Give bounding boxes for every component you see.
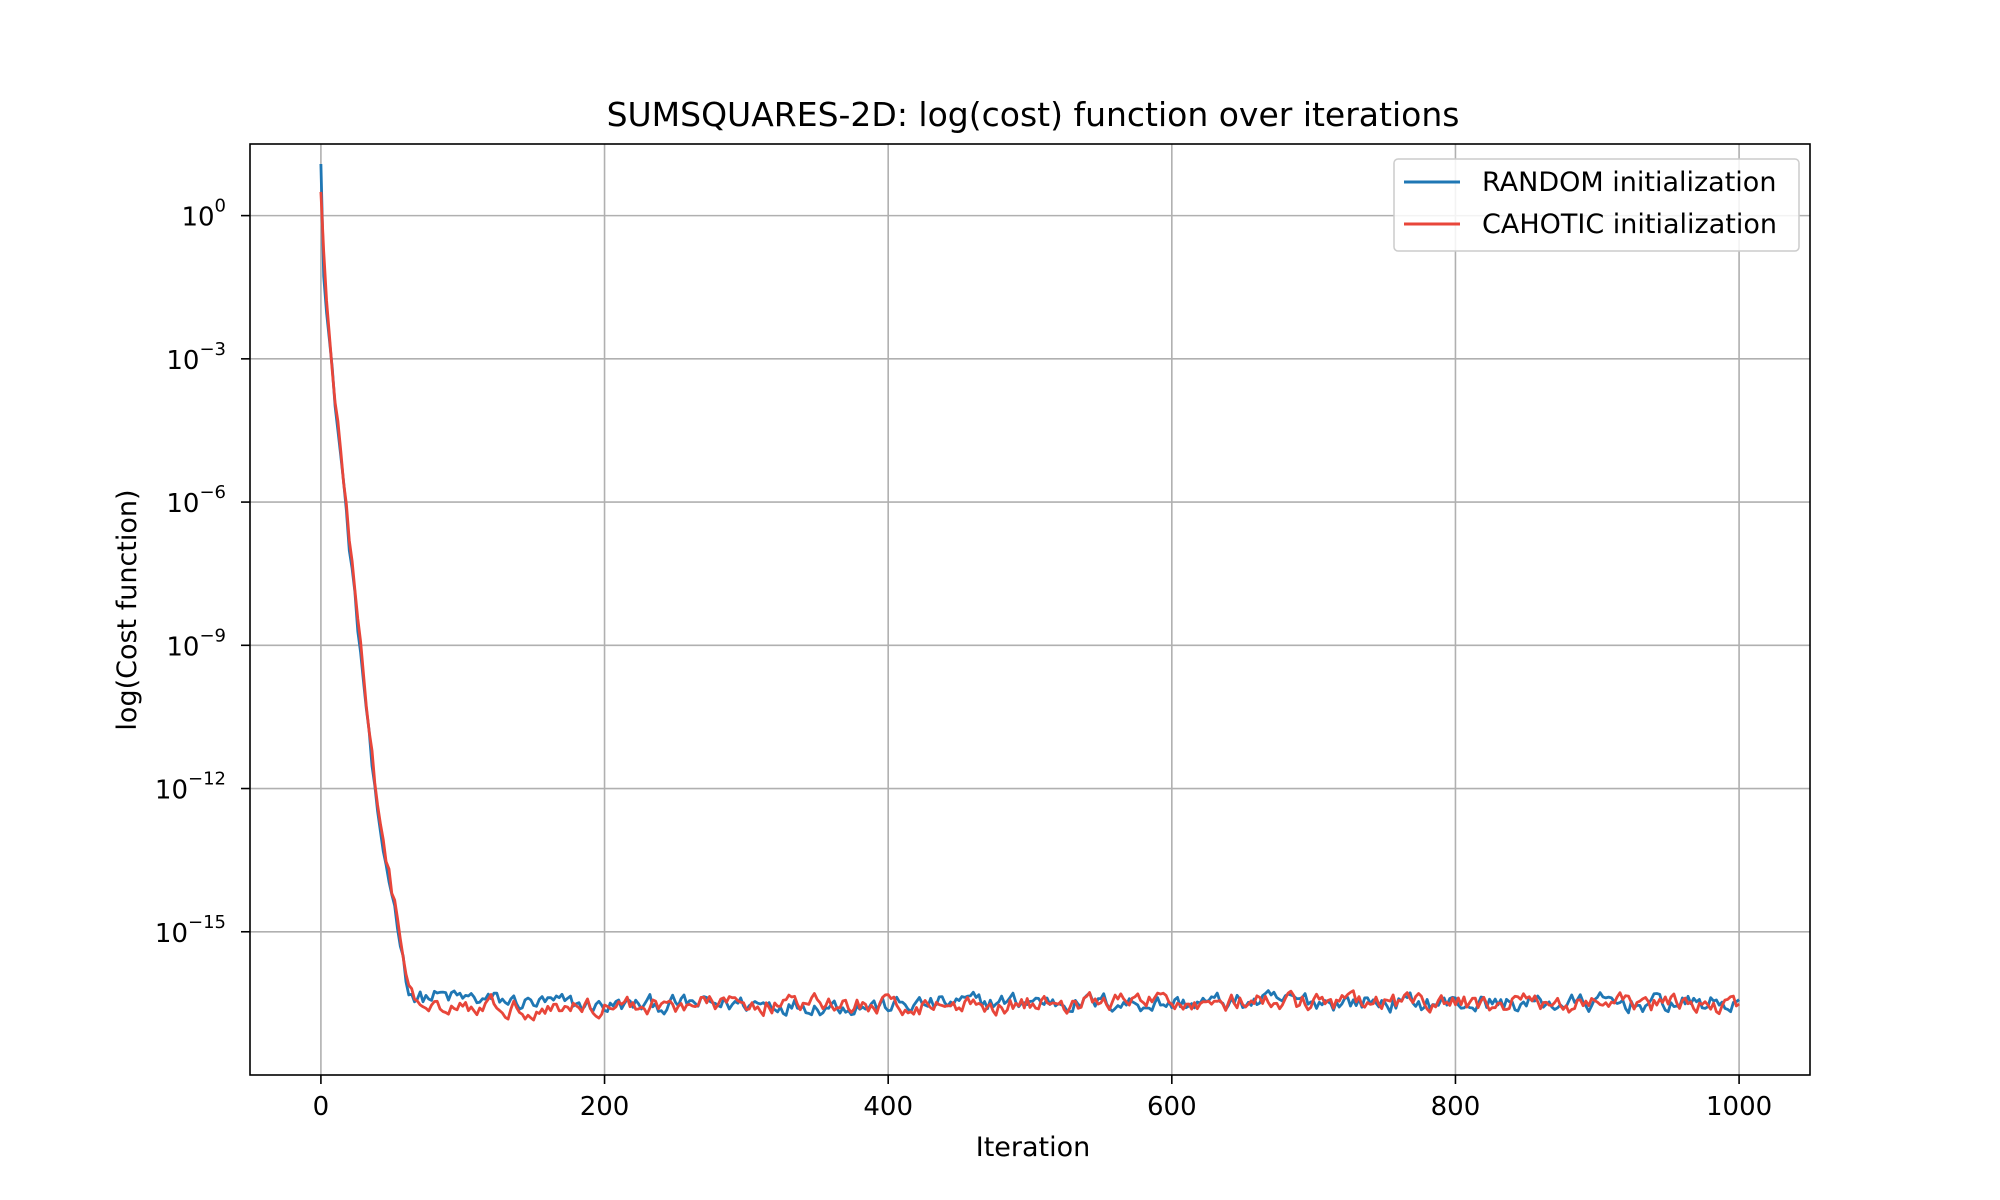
- series-line-1: [319, 191, 1740, 1022]
- x-tick-label: 1000: [1706, 1092, 1772, 1122]
- y-axis-ticks: 100 10−3 10−6 10−9 10−12 10−15: [155, 196, 250, 949]
- x-tick-label: 200: [580, 1092, 630, 1122]
- y-tick-label: 10−6: [166, 482, 226, 519]
- x-tick-label: 800: [1431, 1092, 1481, 1122]
- x-axis-label: Iteration: [976, 1132, 1091, 1163]
- legend-label-random: RANDOM initialization: [1482, 167, 1776, 198]
- legend-label-cahotic: CAHOTIC initialization: [1482, 209, 1777, 240]
- y-tick-label: 10−9: [166, 625, 226, 662]
- legend-box: [1393, 158, 1800, 252]
- y-tick-label: 10−12: [155, 769, 226, 806]
- x-tick-label: 0: [313, 1092, 330, 1122]
- x-tick-label: 400: [863, 1092, 913, 1122]
- x-axis-ticks: 0 200 400 600 800 1000: [313, 1075, 1772, 1122]
- y-axis-label: log(Cost function): [112, 489, 143, 730]
- chart-title: SUMSQUARES-2D: log(cost) function over i…: [607, 95, 1460, 134]
- y-tick-label: 10−3: [166, 339, 226, 376]
- plot-frame: [249, 143, 1811, 1076]
- series-layer: [319, 163, 1740, 1022]
- x-tick-label: 600: [1147, 1092, 1197, 1122]
- legend: RANDOM initialization CAHOTIC initializa…: [1393, 158, 1800, 252]
- y-tick-label: 10−15: [155, 912, 226, 949]
- y-tick-label: 100: [181, 196, 226, 233]
